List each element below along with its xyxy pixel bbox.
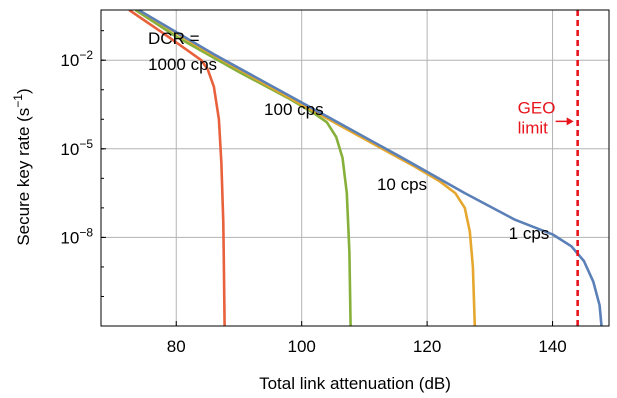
x-tick-label-3: 140	[538, 337, 566, 356]
x-ticks: 80 100 120 140	[167, 321, 567, 356]
annotation-dcr_10: 10 cps	[377, 175, 427, 194]
x-tick-label-1: 100	[288, 337, 316, 356]
grid	[101, 10, 609, 326]
x-tick-label-0: 80	[167, 337, 186, 356]
geo-limit-label: GEO limit	[518, 98, 556, 137]
geo-limit-arrow-head	[566, 117, 574, 126]
y-axis-title-base: Secure key rate (s	[14, 108, 33, 246]
series-line-2	[137, 10, 477, 326]
y-axis-title-sup: −1	[11, 94, 25, 108]
y-tick-label-1: 10−5	[60, 137, 93, 159]
plot-frame	[100, 9, 610, 327]
series-line-3	[137, 10, 603, 326]
annotations: GEO limit DCR = 1000 cps 100 cps 10 cps 1 cps	[148, 29, 574, 243]
x-tick-label-2: 120	[413, 337, 441, 356]
annotation-dcr_1: 1 cps	[509, 224, 550, 243]
x-axis-title: Total link attenuation (dB)	[259, 374, 451, 393]
series-line-0	[128, 10, 226, 326]
y-tick-label-0: 10−2	[60, 48, 93, 70]
annotation-dcr_1000: DCR = 1000 cps	[148, 29, 217, 74]
y-axis-title: Secure key rate (s−1)	[11, 88, 33, 245]
y-ticks: 10−2 10−5 10−8	[60, 30, 106, 327]
series-line-1	[134, 10, 352, 326]
plot-series	[128, 10, 603, 326]
y-axis-title-close: )	[14, 88, 33, 94]
annotation-dcr_100: 100 cps	[264, 100, 324, 119]
y-tick-label-2: 10−8	[60, 225, 93, 247]
